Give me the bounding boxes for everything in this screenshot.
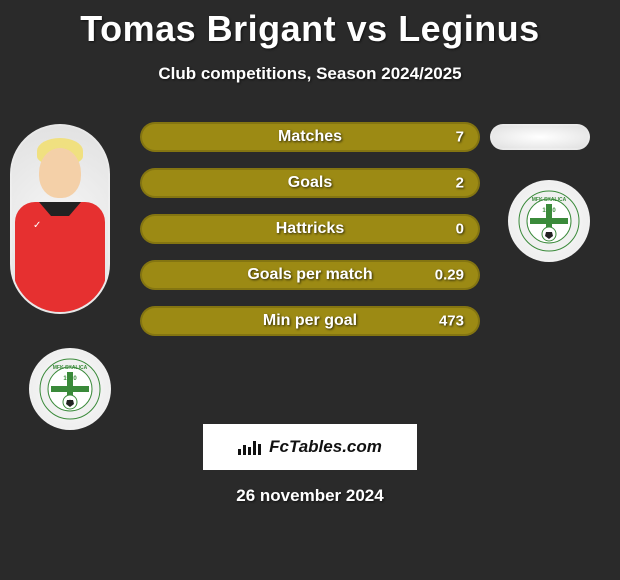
- svg-text:MFK SKALICA: MFK SKALICA: [53, 365, 88, 371]
- jersey-logo-icon: ✓: [33, 220, 45, 232]
- club-badge-right: MFK SKALICA 1920: [508, 180, 590, 262]
- svg-text:MFK SKALICA: MFK SKALICA: [532, 197, 567, 203]
- bar-chart-icon: [238, 439, 263, 455]
- page-title: Tomas Brigant vs Leginus: [0, 0, 620, 50]
- player-jersey: ✓: [15, 202, 105, 312]
- stat-label: Goals per match: [247, 266, 372, 284]
- subtitle: Club competitions, Season 2024/2025: [0, 64, 620, 84]
- date-label: 26 november 2024: [0, 486, 620, 506]
- stat-value: 0.29: [435, 267, 464, 284]
- stat-row: Min per goal 473: [140, 306, 480, 336]
- stat-row: Goals per match 0.29: [140, 260, 480, 290]
- player-head: [39, 148, 81, 198]
- club-crest-icon: MFK SKALICA 1920: [39, 358, 101, 420]
- stats-container: Matches 7 Goals 2 Hattricks 0 Goals per match 0…: [140, 122, 480, 352]
- club-crest-icon: MFK SKALICA 1920: [518, 190, 580, 252]
- stat-value: 0: [456, 221, 464, 238]
- fctables-badge: FcTables.com: [203, 424, 417, 470]
- fctables-label: FcTables.com: [269, 437, 382, 457]
- stat-label: Matches: [278, 128, 342, 146]
- stat-row: Goals 2: [140, 168, 480, 198]
- stat-row: Matches 7: [140, 122, 480, 152]
- player-photo-right: [490, 124, 590, 150]
- stat-value: 473: [439, 313, 464, 330]
- stat-value: 2: [456, 175, 464, 192]
- stat-row: Hattricks 0: [140, 214, 480, 244]
- stat-label: Min per goal: [263, 312, 357, 330]
- club-badge-left: MFK SKALICA 1920: [29, 348, 111, 430]
- stat-label: Hattricks: [276, 220, 344, 238]
- stat-label: Goals: [288, 174, 332, 192]
- player-photo-left: ✓: [10, 124, 110, 314]
- stat-value: 7: [456, 129, 464, 146]
